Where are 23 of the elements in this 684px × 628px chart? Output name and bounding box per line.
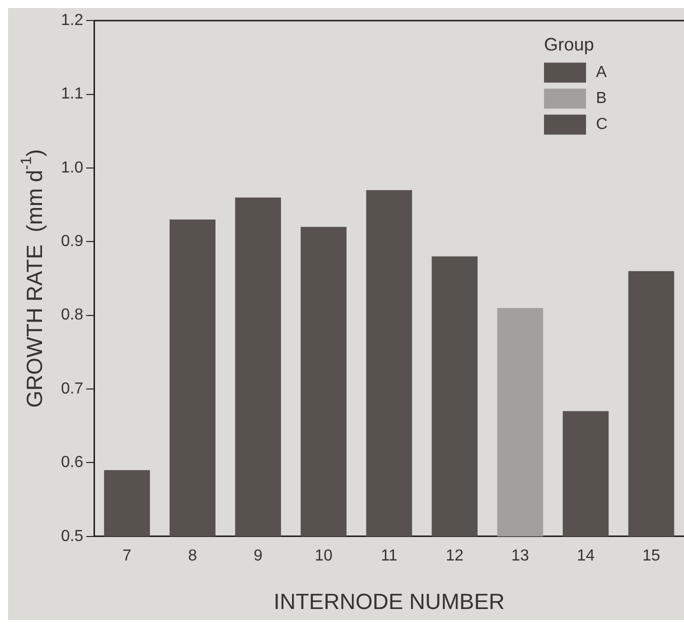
x-tick-label: 10 [314,547,333,564]
x-tick-label: 7 [122,547,132,564]
y-tick-label: 1.1 [60,86,84,103]
x-tick-label: 8 [188,547,198,564]
x-tick-label: 12 [446,547,464,564]
x-tick-label: 11 [380,547,398,564]
y-tick-label: 0.5 [60,528,84,545]
y-tick-label: 0.6 [60,454,84,472]
x-tick-label: 14 [576,547,595,564]
legend-label: A [596,64,607,82]
y-tick-label: 0.8 [60,306,84,324]
y-tick-label: 0.7 [60,380,84,398]
x-tick-label: 13 [511,547,530,564]
x-tick-label: 9 [254,547,263,564]
y-tick-label: 0.9 [60,233,84,250]
legend-label: B [596,90,607,108]
legend-label: C [596,116,608,134]
y-tick-label: 1.0 [60,159,84,176]
x-axis-title: INTERNODE NUMBER [274,588,505,614]
y-tick-label: 1.2 [60,12,84,30]
y-axis-title: GROWTH RATE (mm d-1) [18,149,48,408]
x-tick-label: 15 [642,547,660,564]
legend-title: Group [544,34,594,55]
